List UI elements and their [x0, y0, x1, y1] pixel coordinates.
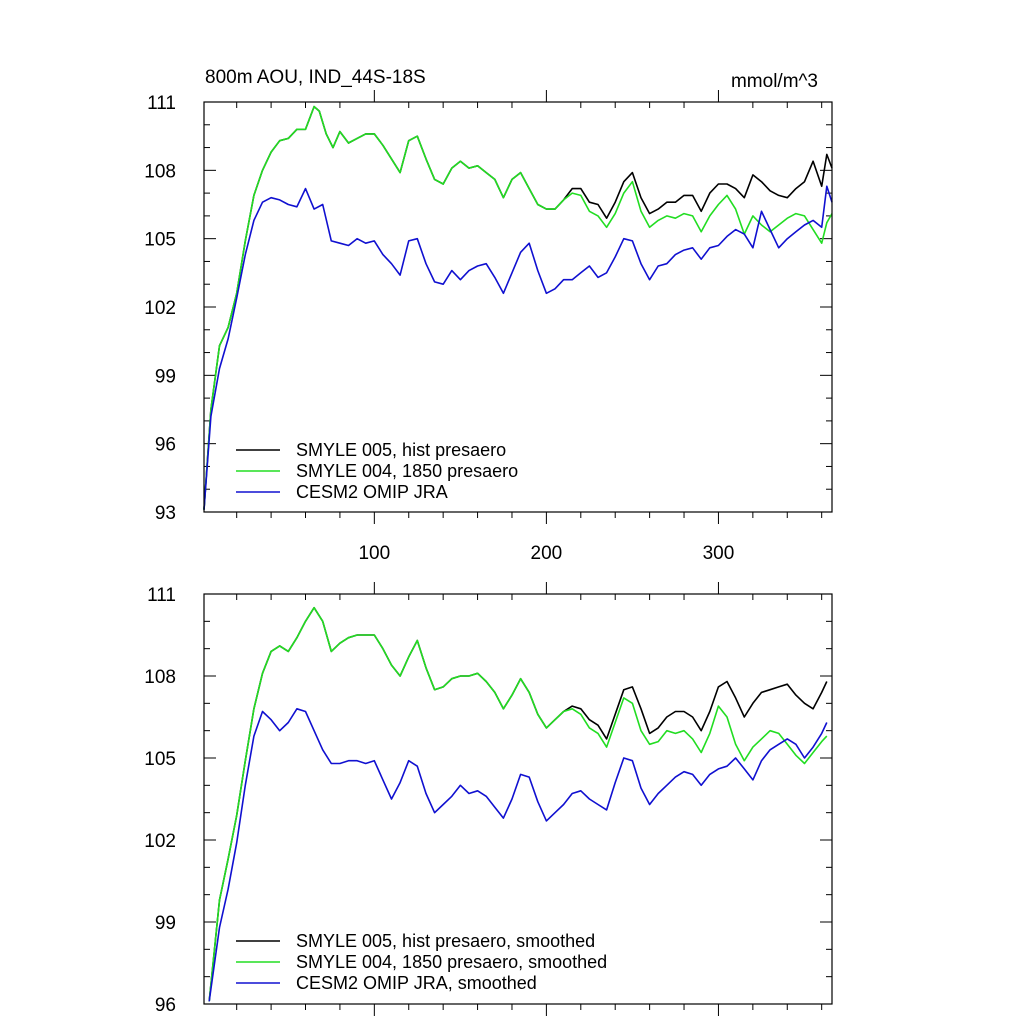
top-legend: SMYLE 005, hist presaero SMYLE 004, 1850… — [236, 440, 518, 502]
y-tick-label: 99 — [155, 913, 176, 934]
x-tick-label: 300 — [703, 543, 735, 564]
y-tick-label: 96 — [155, 435, 176, 456]
y-tick-label: 99 — [155, 366, 176, 387]
plot-frame — [203, 101, 833, 513]
y-tick-label: 111 — [147, 585, 176, 606]
series-line-jra — [208, 707, 828, 1002]
legend-label-jra-smoothed: CESM2 OMIP JRA, smoothed — [296, 973, 537, 993]
y-tick-label: 102 — [144, 298, 176, 319]
top-units: mmol/m^3 — [731, 71, 818, 92]
x-tick-label: 100 — [358, 543, 390, 564]
top-title: 800m AOU, IND_44S-18S — [205, 67, 426, 88]
series-line-jra — [203, 185, 833, 510]
y-tick-label: 102 — [144, 831, 176, 852]
legend-label-1850: SMYLE 004, 1850 presaero — [296, 461, 518, 481]
bottom-legend: SMYLE 005, hist presaero, smoothed SMYLE… — [236, 931, 607, 993]
y-tick-label: 105 — [144, 749, 176, 770]
top-plot-area: 93 96 99 102 105 108 111 100 200 300 — [144, 90, 833, 564]
y-tick-label: 111 — [147, 93, 176, 114]
y-tick-label: 105 — [144, 230, 176, 251]
y-tick-label: 108 — [144, 161, 176, 182]
y-tick-label: 93 — [155, 503, 176, 524]
legend-label-jra: CESM2 OMIP JRA — [296, 482, 448, 502]
x-tick-label: 200 — [531, 543, 563, 564]
legend-label-1850-smoothed: SMYLE 004, 1850 presaero, smoothed — [296, 952, 607, 972]
series-line-1850 — [203, 105, 833, 510]
top-panel: 800m AOU, IND_44S-18S mmol/m^3 93 96 99 102… — [144, 67, 833, 564]
y-tick-label: 108 — [144, 667, 176, 688]
bottom-plot-area: 96 99 102 105 108 111 — [144, 582, 833, 1016]
legend-label-hist: SMYLE 005, hist presaero — [296, 440, 506, 460]
legend-label-hist-smoothed: SMYLE 005, hist presaero, smoothed — [296, 931, 595, 951]
series-line-1850 — [208, 606, 828, 1002]
bottom-panel: 96 99 102 105 108 111 SMYLE 005, hist presaer… — [144, 582, 833, 1016]
y-tick-label: 96 — [155, 995, 176, 1016]
plot-frame — [203, 593, 833, 1005]
